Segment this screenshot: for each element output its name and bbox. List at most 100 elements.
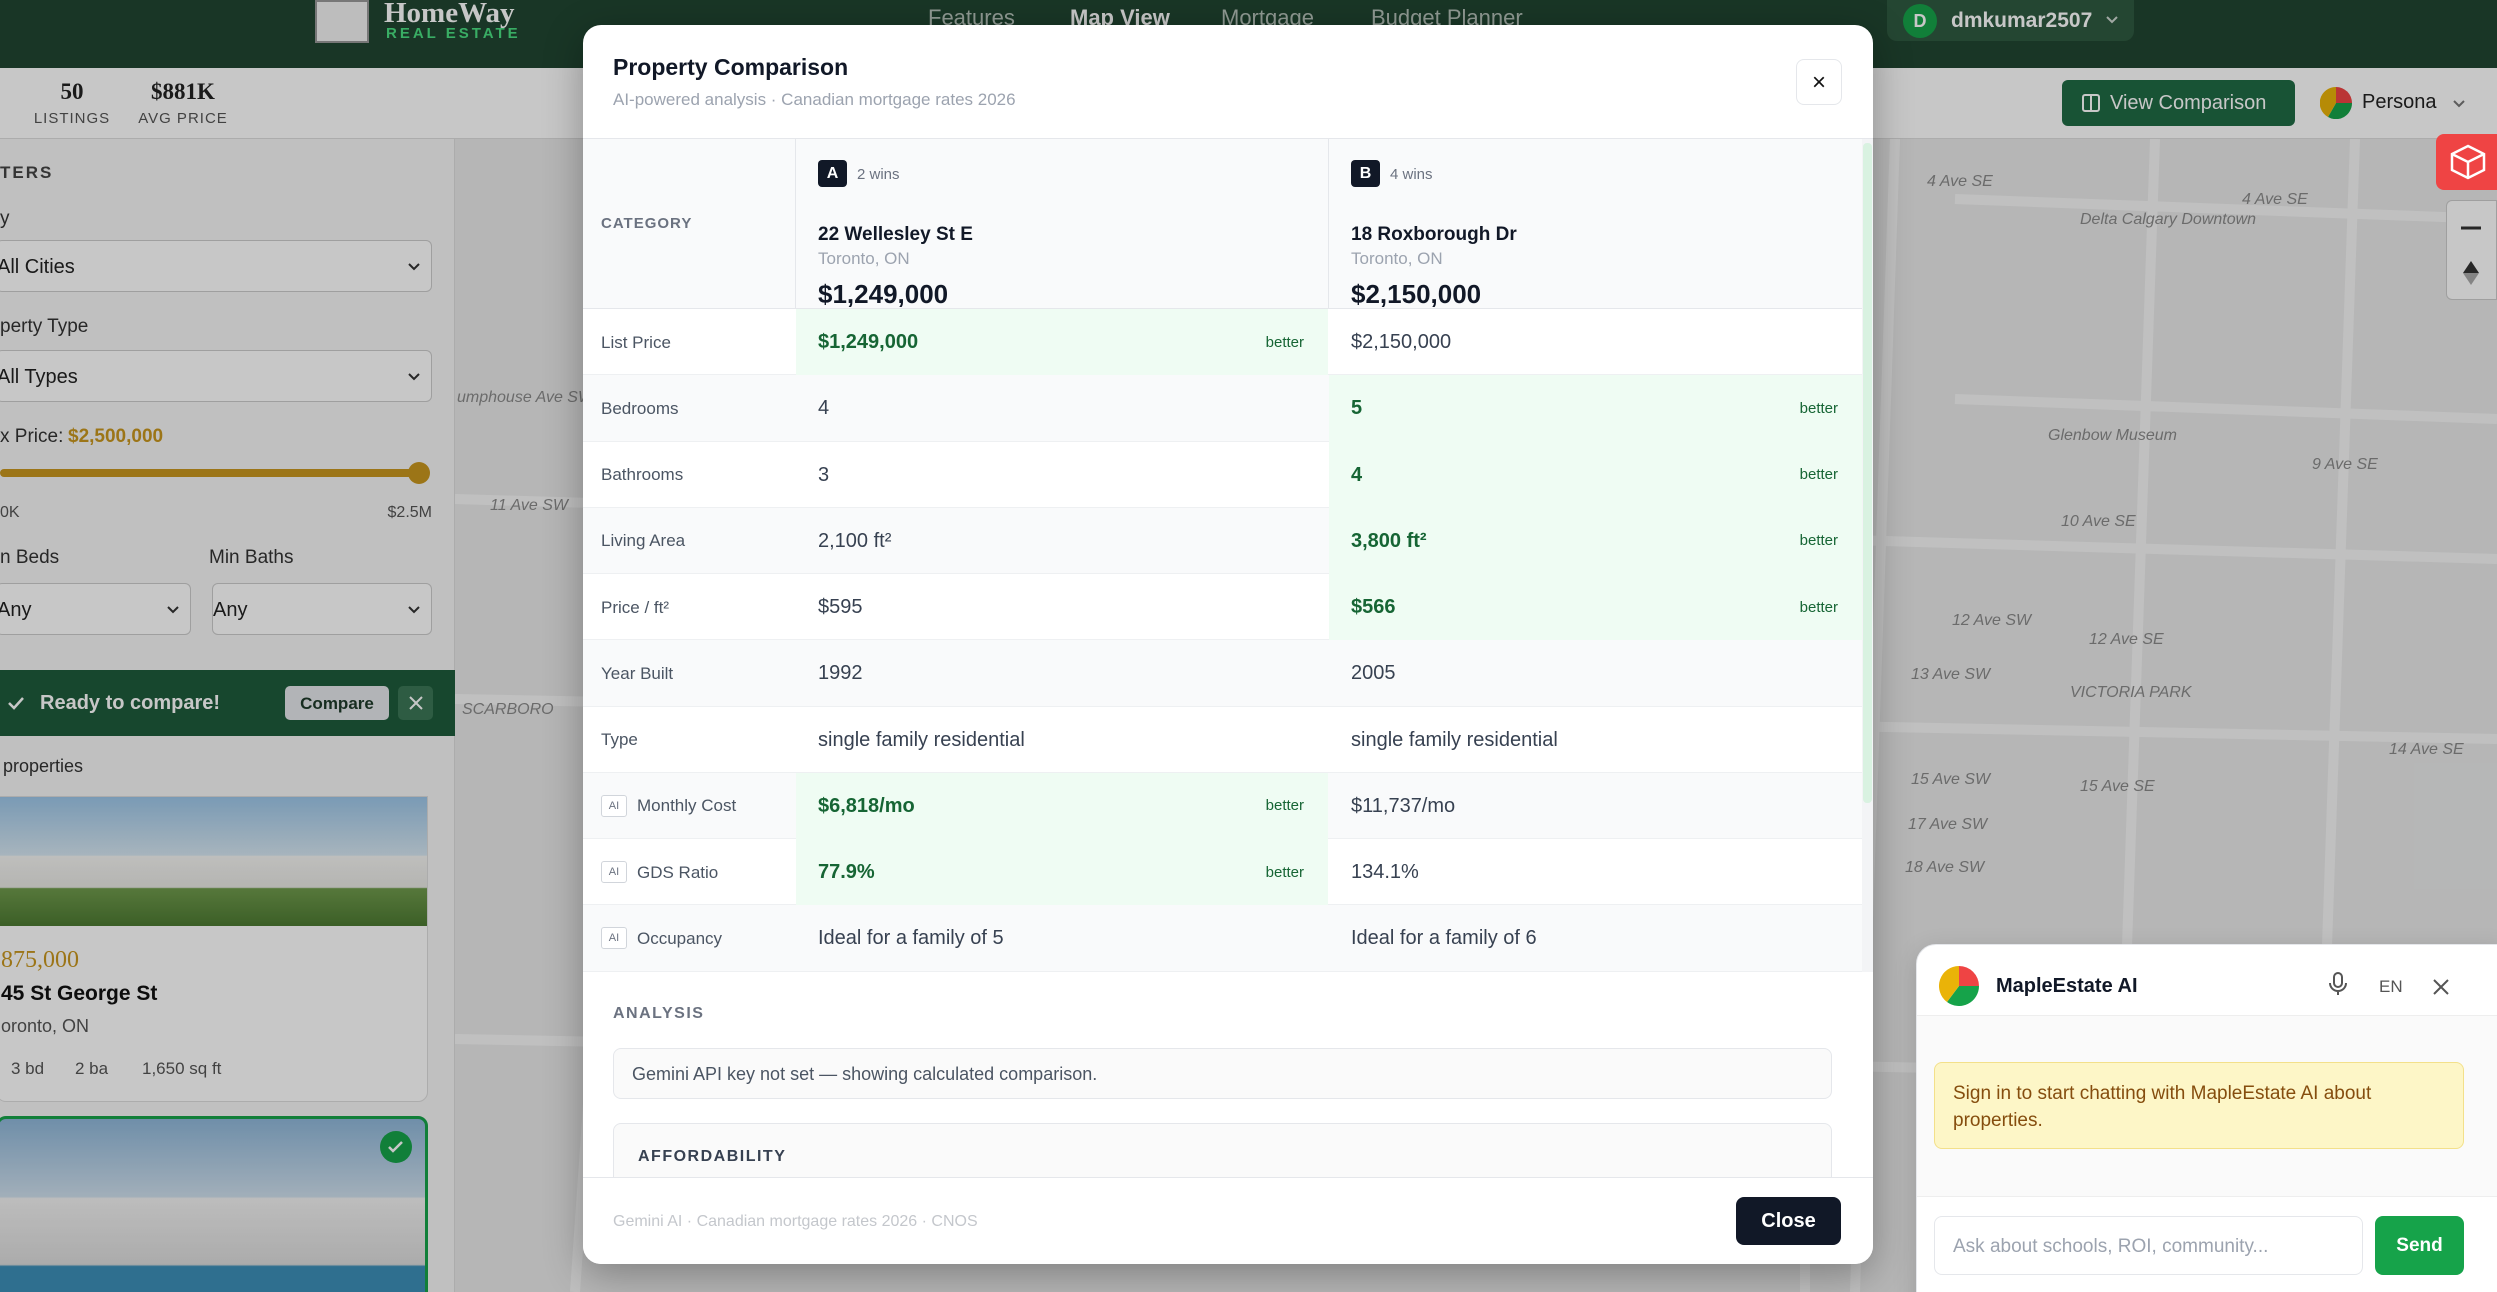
check [8, 697, 24, 710]
select[interactable]: All Types [0, 350, 432, 402]
row-category: Bedrooms [601, 398, 679, 418]
price-value: $2,500,000 [68, 425, 164, 447]
banner-text: Ready to compare! [40, 692, 221, 714]
better-cell [1329, 507, 1862, 574]
analysis-note-box: Gemini API key not set — showing calcula… [613, 1048, 1832, 1099]
better-label: better [1265, 333, 1304, 351]
better-cell [1329, 375, 1862, 442]
nav-link: Mortgage [1221, 5, 1314, 30]
map-label: 11 Ave SW [490, 497, 568, 514]
property-price: $1,249,000 [818, 279, 949, 309]
close-glyph: × [1811, 69, 1826, 96]
ai-badge: AI [601, 861, 627, 883]
stat-value: $881K [151, 78, 215, 104]
row-category: Year Built [601, 663, 674, 683]
map-label: VICTORIA PARK [2070, 684, 2192, 701]
stat-value: 50 [60, 78, 84, 104]
chevron [2106, 16, 2118, 24]
map-label: Delta Calgary Downtown [2080, 211, 2257, 228]
cube-icon [2450, 144, 2486, 180]
cell-value: $1,249,000 [818, 331, 919, 354]
nav-link: Features [928, 5, 1015, 30]
row-category: Monthly Cost [637, 796, 737, 816]
send-label: Send [2396, 1234, 2443, 1256]
results-count: properties [3, 756, 84, 776]
chat-input[interactable]: Ask about schools, ROI, community... [1934, 1216, 2363, 1275]
property-wins: 2 wins [857, 165, 900, 183]
card-area: 1,650 sq ft [142, 1058, 222, 1078]
property-card: 875,000 45 St George St oronto, ON 3 bd 2 ba… [0, 796, 428, 1102]
select[interactable]: Any [0, 583, 191, 635]
cell-value: 2005 [1351, 662, 1396, 685]
chevron [408, 263, 420, 271]
chat-language: EN [2379, 976, 2403, 996]
card-image [0, 797, 427, 926]
view-comparison-button[interactable]: View Comparison [2062, 80, 2295, 126]
x-icon [409, 696, 423, 710]
send-button[interactable]: Send [2375, 1216, 2464, 1275]
modal-close-icon[interactable]: × [1796, 59, 1842, 105]
row-category: Living Area [601, 531, 686, 551]
property-badge: A [818, 160, 847, 187]
table-header [583, 139, 1862, 309]
compare-button[interactable]: Compare [285, 686, 389, 720]
map-label: 15 Ave SW [1911, 771, 1991, 788]
better-label: better [1799, 532, 1838, 550]
cell-value: $595 [818, 596, 863, 619]
map-label: SCARBORO [462, 701, 554, 718]
cell-value: 1992 [818, 662, 863, 685]
select-value: All Cities [0, 256, 75, 278]
cell-value: Ideal for a family of 6 [1351, 927, 1537, 950]
nav-link: Map View [1070, 5, 1170, 30]
filter-label: Min Baths [209, 546, 294, 568]
select[interactable]: All Cities [0, 240, 432, 292]
map-label: 4 Ave SE [1927, 173, 1993, 190]
comparison-row: List Price $1,249,000 better $2,150,000 [583, 309, 1862, 376]
compare-banner: Ready to compare! Compare [0, 670, 455, 736]
better-label: better [1265, 797, 1304, 815]
row-category: List Price [601, 332, 671, 352]
brand: HomeWay [384, 0, 515, 29]
cell-value: 3,800 ft² [1351, 529, 1427, 552]
map-label: 12 Ave SE [2089, 631, 2164, 648]
property-card-selected [0, 1116, 428, 1292]
cell-value: $2,150,000 [1351, 331, 1452, 354]
compass [2463, 261, 2479, 285]
avatar: D [1903, 4, 1937, 38]
header-category: CATEGORY [601, 214, 693, 232]
property-price: $2,150,000 [1351, 279, 1482, 309]
comparison-row: Price / ft² $595 $566 better [583, 574, 1862, 641]
card-baths: 2 ba [75, 1058, 109, 1078]
filter-label: y [0, 207, 10, 229]
comparison-row: Living Area 2,100 ft² 3,800 ft² better [583, 507, 1862, 574]
comparison-row: Bedrooms 4 5 better [583, 375, 1862, 442]
filters-heading: TERS [0, 162, 54, 182]
property-city: Toronto, ON [1351, 248, 1443, 268]
select-value: Any [213, 599, 248, 621]
nav-link: Budget Planner [1371, 5, 1523, 30]
slider-thumb[interactable] [408, 462, 430, 484]
filter-label: perty Type [0, 315, 89, 337]
cell-value: 77.9% [818, 861, 875, 884]
ar-button[interactable] [2436, 134, 2497, 190]
chat-close [2433, 979, 2449, 995]
comparison-row: AI Occupancy Ideal for a family of 5 Ideal … [583, 905, 1862, 972]
close-button[interactable]: Close [1736, 1197, 1841, 1245]
chat-logo [1939, 966, 1979, 1006]
analysis-note: Gemini API key not set — showing calcula… [632, 1064, 1098, 1084]
better-cell [796, 772, 1328, 839]
comparison-modal: Property Comparison AI-powered analysis ·… [583, 25, 1873, 1264]
analysis-heading: ANALYSIS [613, 1005, 705, 1022]
modal-title: Property Comparison [613, 53, 849, 80]
property-wins: 4 wins [1390, 165, 1433, 183]
sidebar: TERS y All Cities perty Type All Types x Pric… [0, 139, 455, 1292]
row-category: Price / ft² [601, 597, 670, 617]
close-label: Close [1761, 1210, 1816, 1232]
map-label: 14 Ave SE [2389, 741, 2464, 758]
map-label: 18 Ave SW [1905, 859, 1985, 876]
select[interactable]: Any [212, 583, 432, 635]
map-label: 4 Ave SE [2242, 191, 2308, 208]
dismiss-button[interactable] [398, 686, 433, 720]
